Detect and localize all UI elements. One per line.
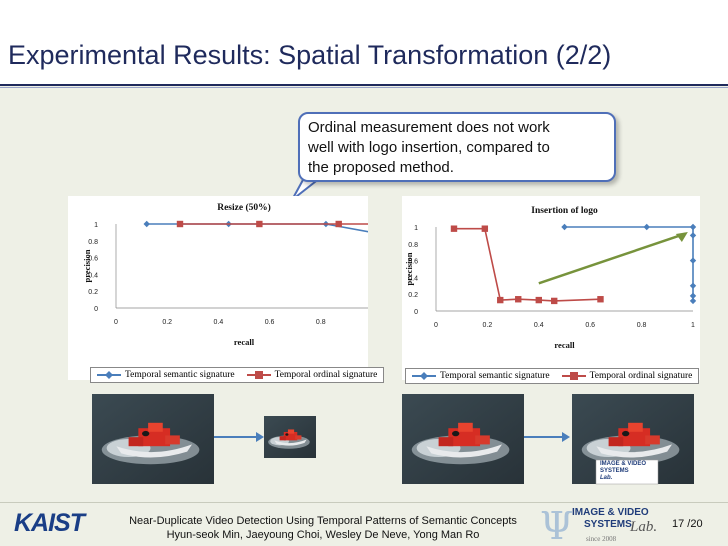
y-tick-label: 1 xyxy=(414,225,418,232)
title-rule-thin xyxy=(0,87,728,88)
slide-title: Experimental Results: Spatial Transforma… xyxy=(8,40,612,70)
chart-logo-insertion-svg: Insertion of logo 0 0.2 0.4 0.6 0.8 1 0 0.2 0.4 0.… xyxy=(404,206,697,350)
y-tick-label: 0.8 xyxy=(88,239,98,246)
arrow-logo xyxy=(524,432,570,442)
chart-resize-legend: Temporal semantic signature Temporal ord… xyxy=(90,367,385,383)
data-point-semantic xyxy=(143,220,150,228)
ivs-logo-since: since 2008 xyxy=(586,535,617,543)
legend-label: Temporal semantic signature xyxy=(440,371,550,381)
x-tick-label: 0.6 xyxy=(265,319,275,326)
thumb-resized xyxy=(264,416,316,458)
data-point-ordinal xyxy=(481,225,489,232)
x-tick-label: 0.6 xyxy=(585,322,595,329)
chart-logo-legend: Temporal semantic signature Temporal ord… xyxy=(405,368,700,384)
data-point-semantic xyxy=(689,232,697,239)
title-rule xyxy=(0,84,728,86)
thumb-logo-label: IMAGE & VIDEO SYSTEMS Lab. xyxy=(600,461,646,482)
data-point-ordinal xyxy=(335,220,342,228)
x-tick-label: 0.8 xyxy=(316,319,326,326)
callout-line: well with logo insertion, compared to xyxy=(308,139,550,156)
annotation-arrowhead xyxy=(675,232,688,243)
y-tick-label: 0.2 xyxy=(88,289,98,296)
chart-resize-svg: Resize (50%)00.20.40.60.8100.20.40.60.81… xyxy=(82,202,368,347)
data-point-ordinal xyxy=(551,297,558,305)
data-point-semantic xyxy=(643,223,650,231)
x-tick-label: 1 xyxy=(691,322,695,329)
y-tick-label: 1 xyxy=(94,222,98,229)
thumb-logo-line: SYSTEMS xyxy=(600,468,629,474)
legend-item: Temporal semantic signature xyxy=(97,370,235,380)
footer-line: Hyun-seok Min, Jaeyoung Choi, Wesley De … xyxy=(166,529,480,541)
data-point-semantic xyxy=(561,223,568,231)
y-tick-label: 0.4 xyxy=(408,275,418,282)
callout-line: Ordinal measurement does not work xyxy=(308,119,550,136)
data-point-ordinal xyxy=(515,296,522,303)
x-tick-label: 0 xyxy=(114,319,118,326)
chart-title: Insertion of logo xyxy=(531,206,598,216)
data-point-semantic xyxy=(689,223,697,231)
svg-text:Ψ: Ψ xyxy=(540,505,573,545)
kaist-logo: KAIST xyxy=(14,509,85,537)
y-tick-label: 0.6 xyxy=(88,256,98,263)
ivs-logo-line: SYSTEMS xyxy=(584,519,632,530)
callout-box: Ordinal measurement does not work well w… xyxy=(298,112,616,182)
y-tick-label: 0 xyxy=(414,309,418,316)
x-tick-label: 0.2 xyxy=(162,319,172,326)
x-tick-label: 0.2 xyxy=(483,322,493,329)
ivs-logo-line: IMAGE & VIDEO xyxy=(572,507,649,518)
data-point-ordinal xyxy=(597,296,604,303)
x-axis-label: recall xyxy=(234,337,255,347)
footer-citation: Near-Duplicate Video Detection Using Tem… xyxy=(118,514,528,542)
y-axis-label: precision xyxy=(404,252,414,285)
y-tick-label: 0.6 xyxy=(408,259,418,266)
legend-label: Temporal ordinal signature xyxy=(589,371,693,381)
footer-rule xyxy=(0,502,728,503)
y-tick-label: 0.2 xyxy=(408,292,418,299)
callout-line: the proposed method. xyxy=(308,159,454,176)
x-tick-label: 0 xyxy=(434,322,438,329)
x-tick-label: 0.4 xyxy=(214,319,224,326)
legend-label: Temporal ordinal signature xyxy=(274,370,378,380)
data-point-ordinal xyxy=(256,220,263,228)
data-point-ordinal xyxy=(450,225,458,232)
page-number: 17 /20 xyxy=(672,518,703,530)
thumb-original-resize xyxy=(92,394,214,484)
legend-item: Temporal semantic signature xyxy=(412,371,550,381)
legend-item: Temporal ordinal signature xyxy=(246,370,378,380)
data-point-semantic xyxy=(689,257,697,264)
thumb-logo-line: IMAGE & VIDEO xyxy=(600,461,647,467)
thumb-logo-line: Lab. xyxy=(600,475,613,481)
legend-item: Temporal ordinal signature xyxy=(561,371,693,381)
y-tick-label: 0.4 xyxy=(88,272,98,279)
thumb-logo-inserted xyxy=(572,394,694,485)
annotation-arrow xyxy=(538,232,686,285)
data-point-ordinal xyxy=(535,296,542,304)
x-axis-label: recall xyxy=(554,340,575,350)
legend-label: Temporal semantic signature xyxy=(125,370,235,380)
thumb-original-logo xyxy=(402,394,524,484)
y-axis-label: precision xyxy=(82,249,92,282)
title-bar xyxy=(0,0,728,84)
x-tick-label: 0.4 xyxy=(534,322,544,329)
y-tick-label: 0.8 xyxy=(408,242,418,249)
ivs-lab-logo: Ψ IMAGE & VIDEO SYSTEMS Lab. since 2008 xyxy=(540,505,665,545)
data-point-semantic xyxy=(689,282,697,289)
y-tick-label: 0 xyxy=(94,306,98,313)
data-point-ordinal xyxy=(176,220,184,228)
footer-line: Near-Duplicate Video Detection Using Tem… xyxy=(129,515,517,527)
chart-title: Resize (50%) xyxy=(217,202,271,213)
arrow-resize xyxy=(214,432,264,442)
data-point-semantic xyxy=(689,297,697,305)
data-point-ordinal xyxy=(497,296,504,304)
chart-logo-insertion: Insertion of logo 0 0.2 0.4 0.6 0.8 1 0 0.2 0.4 0.… xyxy=(402,196,700,380)
footer xyxy=(0,502,728,546)
x-tick-label: 0.8 xyxy=(637,322,647,329)
ivs-logo-line: Lab. xyxy=(630,519,658,535)
chart-resize: Resize (50%)00.20.40.60.8100.20.40.60.81… xyxy=(68,196,368,380)
data-point-semantic xyxy=(689,292,697,300)
